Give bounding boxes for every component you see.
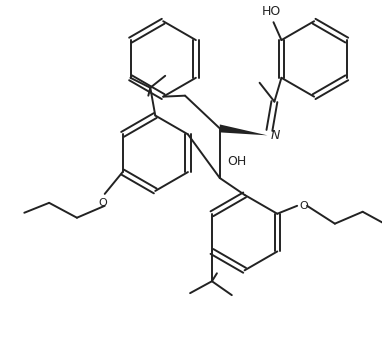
Text: OH: OH (228, 155, 247, 168)
Text: O: O (98, 198, 107, 208)
Text: N: N (270, 129, 280, 142)
Text: HO: HO (262, 5, 281, 18)
Text: O: O (299, 201, 308, 211)
Polygon shape (220, 125, 267, 135)
